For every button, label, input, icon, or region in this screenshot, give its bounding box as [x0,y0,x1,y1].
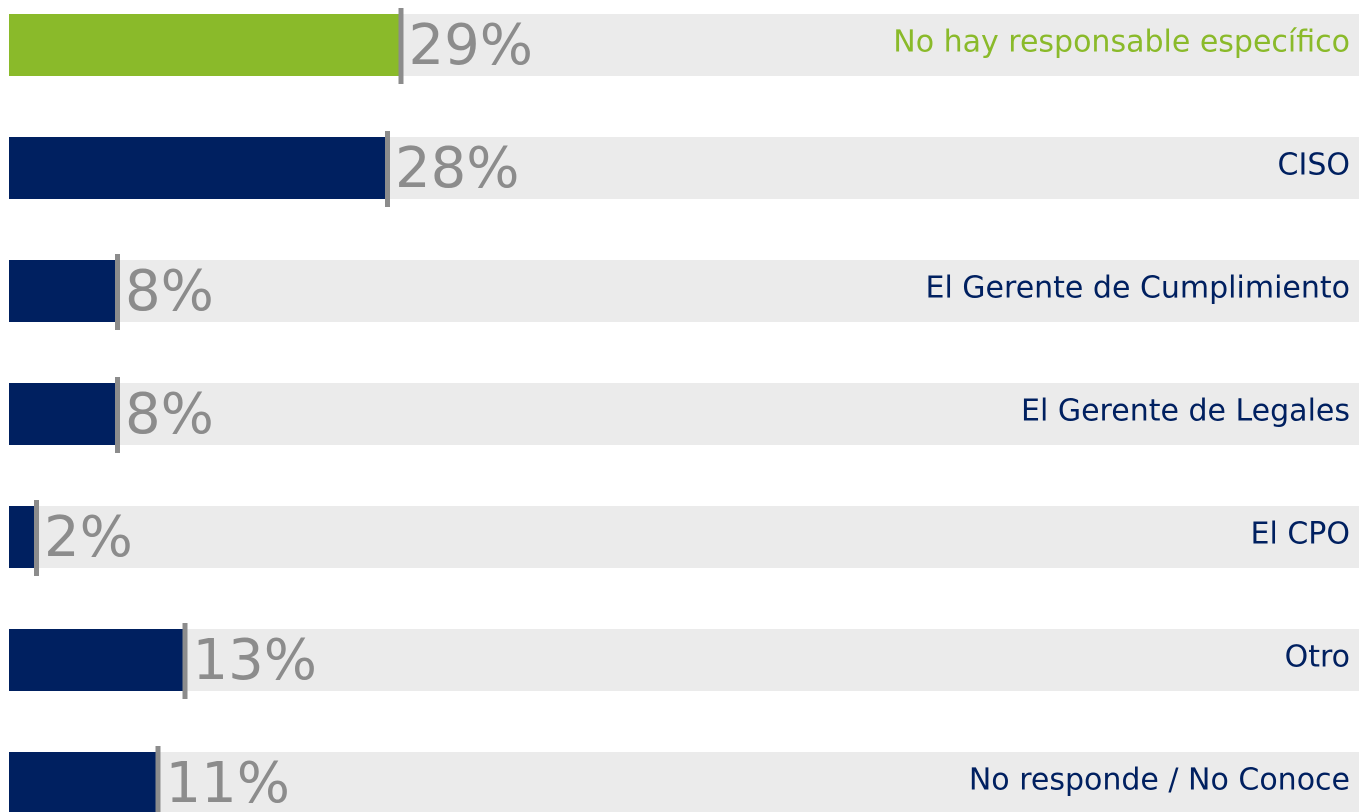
bar-end-marker [155,746,161,812]
value-label: 28% [395,136,519,201]
category-label: El Gerente de Legales [1021,394,1350,429]
bar-end-marker [398,8,404,84]
category-label: No hay responsable específico [893,25,1350,60]
category-label: No responde / No Conoce [969,763,1350,798]
category-label: Otro [1285,640,1350,675]
bar [9,629,185,691]
bar-track [9,752,1359,812]
bar-end-marker [115,377,120,453]
bar-end-marker [115,254,120,330]
bar [9,752,158,812]
bar-end-marker [385,131,390,207]
bar [9,137,387,199]
bar-track [9,260,1359,322]
bar-track [9,506,1359,568]
bar [9,506,36,568]
bar [9,383,117,445]
category-label: El Gerente de Cumplimiento [925,271,1350,306]
bar [9,14,401,76]
bar-end-marker [34,500,39,576]
bar [9,260,117,322]
value-label: 13% [193,628,317,693]
category-label: CISO [1278,148,1350,183]
category-label: El CPO [1251,517,1350,552]
bar-track [9,383,1359,445]
value-label: 11% [166,751,290,812]
value-label: 29% [409,13,533,78]
value-label: 8% [125,382,214,447]
bar-track [9,629,1359,691]
value-label: 2% [44,505,133,570]
value-label: 8% [125,259,214,324]
bar-end-marker [182,623,188,699]
